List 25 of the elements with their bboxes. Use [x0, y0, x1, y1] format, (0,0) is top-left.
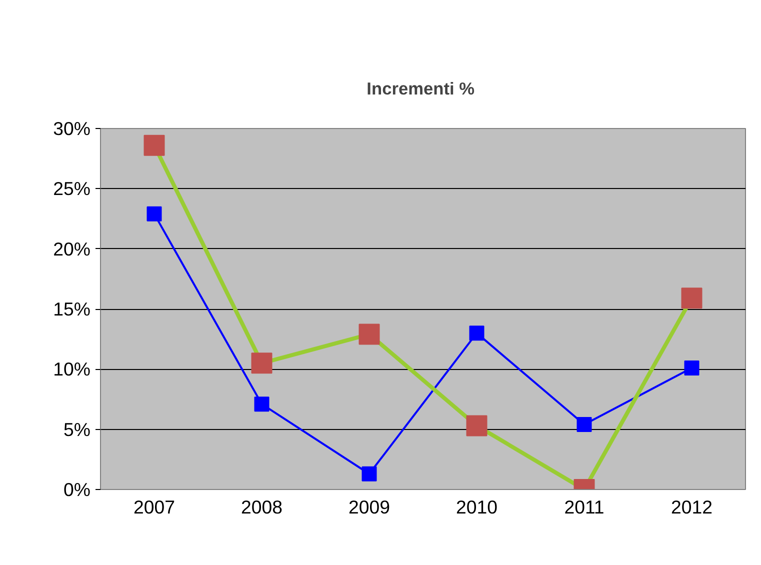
point [144, 134, 165, 156]
point [358, 324, 380, 345]
x-tick-label: 2009 [348, 496, 390, 518]
point [681, 288, 702, 309]
x-tick-label: 2008 [241, 496, 283, 518]
chart-title: Incrementi % [366, 78, 475, 98]
point [362, 466, 377, 482]
y-tick-label: 5% [64, 418, 91, 440]
point [469, 326, 484, 341]
y-tick-label: 15% [53, 298, 91, 320]
x-tick-label: 2012 [671, 496, 713, 518]
point [466, 415, 488, 436]
point [251, 352, 272, 374]
point [684, 360, 700, 376]
y-tick-label: 30% [53, 118, 91, 139]
point [576, 417, 592, 432]
y-tick-label: 20% [53, 238, 91, 260]
point [146, 206, 162, 222]
y-tick-label: 0% [64, 479, 91, 500]
y-tick-label: 10% [53, 358, 91, 380]
x-tick-label: 2010 [456, 496, 498, 518]
x-tick-label: 2011 [564, 496, 604, 518]
point [254, 396, 270, 412]
x-tick-label: 2007 [134, 496, 176, 518]
y-tick-label: 25% [53, 178, 91, 200]
